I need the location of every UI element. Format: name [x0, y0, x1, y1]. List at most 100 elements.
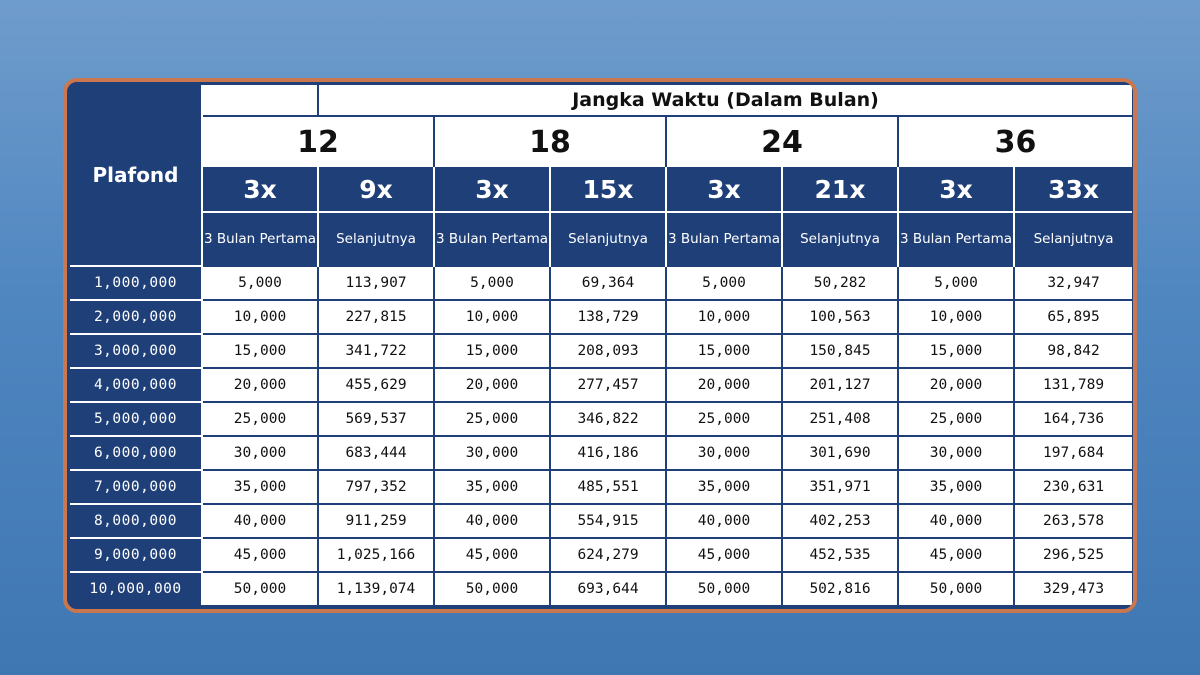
first-3-months-installment: 50,000 [666, 571, 783, 605]
plafond-value: 1,000,000 [70, 265, 203, 300]
subsequent-installment: 131,789 [1014, 367, 1133, 402]
subsequent-installment: 201,127 [782, 367, 899, 402]
subsequent-installment: 1,139,074 [318, 571, 435, 605]
plafond-value: 5,000,000 [70, 401, 203, 436]
subsequent-installment: 452,535 [782, 537, 899, 572]
first-3-months-installment: 5,000 [202, 265, 319, 300]
subheader-cell: 3 Bulan Pertama [434, 212, 551, 266]
multiplier-cell: 3x [666, 167, 783, 213]
plafond-header: Plafond [70, 85, 203, 266]
plafond-value: 9,000,000 [70, 537, 203, 572]
first-3-months-installment: 25,000 [666, 401, 783, 436]
subsequent-installment: 1,025,166 [318, 537, 435, 572]
multiplier-cell: 15x [550, 167, 667, 213]
first-3-months-installment: 15,000 [434, 333, 551, 368]
first-3-months-installment: 5,000 [434, 265, 551, 300]
multiplier-cell: 9x [318, 167, 435, 213]
first-3-months-installment: 25,000 [898, 401, 1015, 436]
first-3-months-installment: 45,000 [434, 537, 551, 572]
multiplier-cell: 21x [782, 167, 899, 213]
term-24: 24 [666, 116, 899, 167]
first-3-months-installment: 45,000 [202, 537, 319, 572]
subsequent-installment: 502,816 [782, 571, 899, 605]
first-3-months-installment: 35,000 [202, 469, 319, 504]
term-header-title: Jangka Waktu (Dalam Bulan) [318, 85, 1133, 117]
multiplier-cell: 3x [434, 167, 551, 213]
first-3-months-installment: 50,000 [434, 571, 551, 605]
subsequent-installment: 113,907 [318, 265, 435, 300]
subsequent-installment: 69,364 [550, 265, 667, 300]
blank-header-cell [202, 85, 319, 117]
subsequent-installment: 277,457 [550, 367, 667, 402]
header-row-subheaders: 3 Bulan Pertama Selanjutnya 3 Bulan Pert… [70, 212, 1133, 266]
table-row: 6,000,000 30,000 683,444 30,000 416,186 30,00… [70, 435, 1133, 470]
subheader-cell: 3 Bulan Pertama [898, 212, 1015, 266]
subsequent-installment: 416,186 [550, 435, 667, 470]
subsequent-installment: 296,525 [1014, 537, 1133, 572]
first-3-months-installment: 35,000 [666, 469, 783, 504]
installment-table-frame: Plafond Jangka Waktu (Dalam Bulan) 12 18… [63, 78, 1137, 613]
table-row: 5,000,000 25,000 569,537 25,000 346,822 25,00… [70, 401, 1133, 436]
table-row: 10,000,000 50,000 1,139,074 50,000 693,644 50… [70, 571, 1133, 605]
first-3-months-installment: 30,000 [898, 435, 1015, 470]
subsequent-installment: 100,563 [782, 299, 899, 334]
term-18: 18 [434, 116, 667, 167]
first-3-months-installment: 50,000 [898, 571, 1015, 605]
first-3-months-installment: 30,000 [666, 435, 783, 470]
header-row-multipliers: 3x 9x 3x 15x 3x 21x 3x 33x [70, 167, 1133, 213]
subsequent-installment: 911,259 [318, 503, 435, 538]
table-row: 3,000,000 15,000 341,722 15,000 208,093 15,00… [70, 333, 1133, 368]
first-3-months-installment: 25,000 [434, 401, 551, 436]
subheader-cell: Selanjutnya [318, 212, 435, 266]
subheader-cell: 3 Bulan Pertama [202, 212, 319, 266]
subheader-cell: Selanjutnya [550, 212, 667, 266]
plafond-value: 8,000,000 [70, 503, 203, 538]
subsequent-installment: 263,578 [1014, 503, 1133, 538]
multiplier-cell: 33x [1014, 167, 1133, 213]
term-36: 36 [898, 116, 1133, 167]
first-3-months-installment: 10,000 [898, 299, 1015, 334]
plafond-value: 7,000,000 [70, 469, 203, 504]
subsequent-installment: 227,815 [318, 299, 435, 334]
subsequent-installment: 693,644 [550, 571, 667, 605]
plafond-value: 10,000,000 [70, 571, 203, 605]
first-3-months-installment: 10,000 [202, 299, 319, 334]
subsequent-installment: 301,690 [782, 435, 899, 470]
table-row: 2,000,000 10,000 227,815 10,000 138,729 10,00… [70, 299, 1133, 334]
subsequent-installment: 624,279 [550, 537, 667, 572]
first-3-months-installment: 25,000 [202, 401, 319, 436]
subsequent-installment: 329,473 [1014, 571, 1133, 605]
subsequent-installment: 251,408 [782, 401, 899, 436]
subsequent-installment: 50,282 [782, 265, 899, 300]
subsequent-installment: 683,444 [318, 435, 435, 470]
subheader-cell: Selanjutnya [1014, 212, 1133, 266]
subsequent-installment: 32,947 [1014, 265, 1133, 300]
first-3-months-installment: 40,000 [202, 503, 319, 538]
subsequent-installment: 197,684 [1014, 435, 1133, 470]
table-row: 4,000,000 20,000 455,629 20,000 277,457 20,00… [70, 367, 1133, 402]
first-3-months-installment: 20,000 [202, 367, 319, 402]
subsequent-installment: 65,895 [1014, 299, 1133, 334]
first-3-months-installment: 15,000 [202, 333, 319, 368]
subsequent-installment: 230,631 [1014, 469, 1133, 504]
subsequent-installment: 138,729 [550, 299, 667, 334]
first-3-months-installment: 30,000 [202, 435, 319, 470]
table-row: 8,000,000 40,000 911,259 40,000 554,915 40,00… [70, 503, 1133, 538]
plafond-value: 2,000,000 [70, 299, 203, 334]
first-3-months-installment: 20,000 [666, 367, 783, 402]
multiplier-cell: 3x [898, 167, 1015, 213]
subheader-cell: 3 Bulan Pertama [666, 212, 783, 266]
table-row: 7,000,000 35,000 797,352 35,000 485,551 35,00… [70, 469, 1133, 504]
first-3-months-installment: 5,000 [666, 265, 783, 300]
subheader-cell: Selanjutnya [782, 212, 899, 266]
installment-table: Plafond Jangka Waktu (Dalam Bulan) 12 18… [70, 85, 1133, 605]
header-row-terms: 12 18 24 36 [70, 116, 1133, 167]
term-12: 12 [202, 116, 435, 167]
first-3-months-installment: 20,000 [434, 367, 551, 402]
first-3-months-installment: 20,000 [898, 367, 1015, 402]
subsequent-installment: 164,736 [1014, 401, 1133, 436]
first-3-months-installment: 35,000 [434, 469, 551, 504]
table-row: 1,000,000 5,000 113,907 5,000 69,364 5,000 50,… [70, 265, 1133, 300]
first-3-months-installment: 10,000 [434, 299, 551, 334]
multiplier-cell: 3x [202, 167, 319, 213]
